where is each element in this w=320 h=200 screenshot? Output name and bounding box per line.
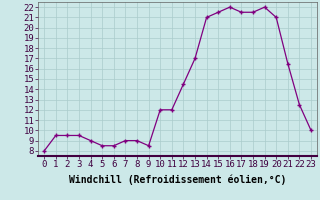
X-axis label: Windchill (Refroidissement éolien,°C): Windchill (Refroidissement éolien,°C) [69,175,286,185]
